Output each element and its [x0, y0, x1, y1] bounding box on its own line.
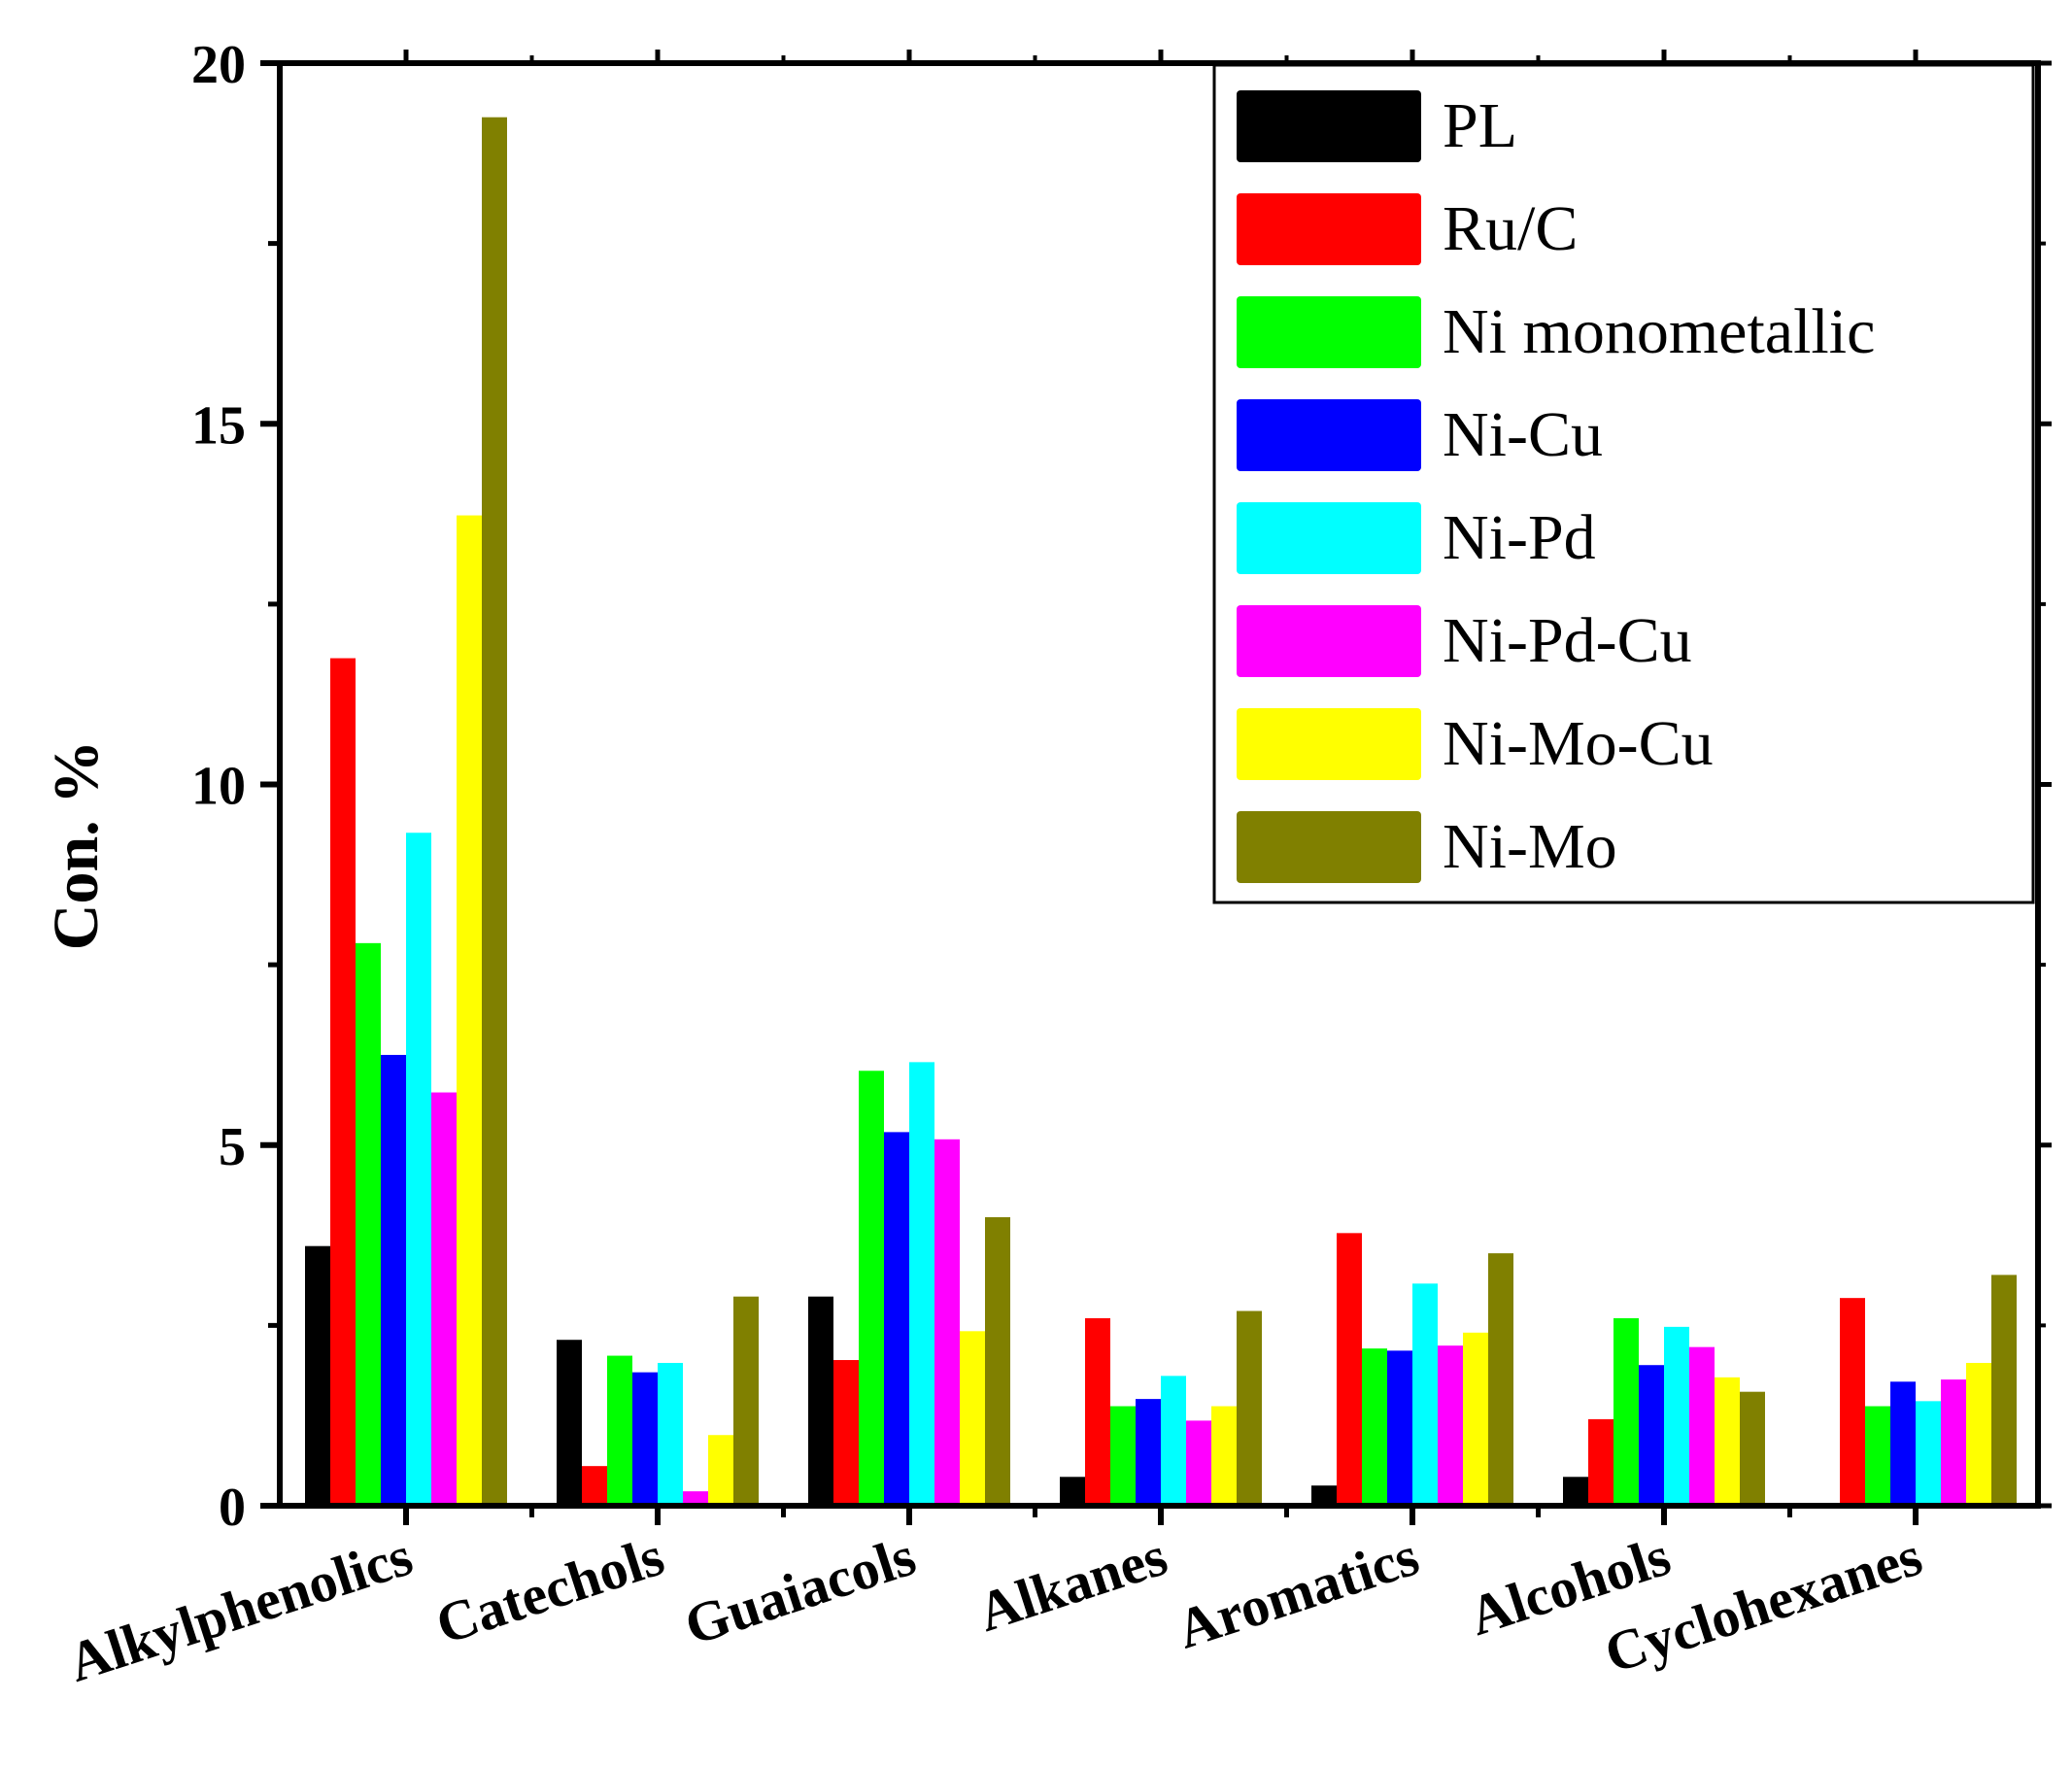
- x-tick-label-aromatics: Aromatics: [1170, 1524, 1426, 1661]
- bar-ni-pd-cyclohexanes: [1916, 1401, 1941, 1506]
- bar-ni-cu-alkanes: [1136, 1399, 1161, 1506]
- legend-label-ni-pd-cu: Ni-Pd-Cu: [1443, 605, 1692, 676]
- bar-ru-c-guaiacols: [833, 1360, 859, 1506]
- bar-ru-c-alkylphenolics: [330, 658, 356, 1506]
- y-tick-label: 20: [191, 35, 246, 95]
- y-axis-ticks: 0 5 10 15 20: [191, 35, 2052, 1538]
- bar-ni-mo-cu-alcohols: [1715, 1377, 1740, 1506]
- bar-pl-alcohols: [1563, 1477, 1588, 1506]
- legend-label-ni-monometallic: Ni monometallic: [1443, 296, 1875, 367]
- bar-ni-mo-catechols: [733, 1296, 759, 1506]
- bar-ni-mo-cu-catechols: [708, 1435, 733, 1506]
- legend-swatch-pl: [1237, 90, 1421, 162]
- bar-ni-mo-guaiacols: [985, 1217, 1010, 1506]
- bar-ni-mo-alcohols: [1740, 1391, 1765, 1506]
- bar-pl-alkanes: [1060, 1477, 1085, 1506]
- bar-ni-pd-alcohols: [1664, 1326, 1689, 1506]
- bar-ni-cu-aromatics: [1387, 1350, 1412, 1506]
- x-tick-label-alkanes: Alkanes: [970, 1524, 1174, 1645]
- bar-ru-c-alkanes: [1085, 1317, 1110, 1506]
- bar-ni-mo-alkanes: [1237, 1310, 1262, 1506]
- legend-swatch-ru-c: [1237, 193, 1421, 265]
- bar-ni-pd-cu-guaiacols: [934, 1139, 960, 1506]
- bar-pl-guaiacols: [808, 1296, 833, 1506]
- legend-items: PL Ru/C Ni monometallic Ni-Cu Ni-Pd Ni-Pd-Cu N…: [1237, 90, 1875, 883]
- y-tick-label: 15: [191, 395, 246, 456]
- legend-swatch-ni-cu: [1237, 399, 1421, 471]
- bar-ru-c-alcohols: [1588, 1418, 1613, 1506]
- bar-ni-cu-catechols: [632, 1372, 658, 1506]
- legend-swatch-ni-mo-cu: [1237, 708, 1421, 780]
- bar-ni-mo-cyclohexanes: [1991, 1275, 2017, 1506]
- legend-label-ru-c: Ru/C: [1443, 193, 1578, 264]
- legend-swatch-ni-mo: [1237, 811, 1421, 883]
- bar-ni-mo-alkylphenolics: [482, 117, 507, 1506]
- x-tick-label-guaiacols: Guaiacols: [677, 1524, 923, 1658]
- bar-ru-c-catechols: [582, 1466, 607, 1506]
- bar-pl-alkylphenolics: [305, 1245, 330, 1506]
- bar-ni-pd-cu-aromatics: [1438, 1345, 1463, 1506]
- bar-ni-pd-cu-alkanes: [1186, 1420, 1211, 1506]
- bar-ni-mo-cu-cyclohexanes: [1966, 1362, 1991, 1506]
- bar-ni-cu-alkylphenolics: [381, 1054, 406, 1506]
- y-tick-label: 10: [191, 757, 246, 817]
- y-axis-title: Con. %: [41, 740, 112, 950]
- bar-pl-aromatics: [1311, 1485, 1337, 1506]
- bar-ni-mo-cu-guaiacols: [960, 1331, 985, 1506]
- y-tick-label: 0: [219, 1478, 246, 1538]
- bar-ni-monometallic-catechols: [607, 1355, 632, 1506]
- bar-ni-pd-cu-alkylphenolics: [431, 1092, 457, 1506]
- bar-ni-monometallic-alcohols: [1613, 1317, 1639, 1506]
- bar-ni-mo-aromatics: [1488, 1253, 1513, 1506]
- bars-group: [305, 117, 2017, 1506]
- bar-ni-pd-aromatics: [1412, 1283, 1438, 1506]
- legend-label-pl: PL: [1443, 90, 1517, 161]
- bar-ni-pd-alkanes: [1161, 1376, 1186, 1506]
- bar-pl-catechols: [557, 1340, 582, 1506]
- legend-label-ni-pd: Ni-Pd: [1443, 502, 1596, 573]
- bar-ru-c-cyclohexanes: [1840, 1298, 1865, 1506]
- legend-swatch-ni-pd-cu: [1237, 605, 1421, 677]
- bar-ni-monometallic-alkanes: [1110, 1406, 1136, 1506]
- legend-label-ni-mo-cu: Ni-Mo-Cu: [1443, 708, 1714, 779]
- bar-ni-monometallic-aromatics: [1362, 1348, 1387, 1506]
- bar-ni-cu-cyclohexanes: [1890, 1381, 1916, 1506]
- bar-ni-pd-catechols: [658, 1362, 683, 1506]
- y-tick-label: 5: [219, 1117, 246, 1177]
- legend-swatch-ni-pd: [1237, 502, 1421, 574]
- bar-ni-pd-alkylphenolics: [406, 833, 431, 1506]
- bar-ni-pd-cu-catechols: [683, 1491, 708, 1506]
- bar-ni-pd-cu-cyclohexanes: [1941, 1379, 1966, 1506]
- bar-ni-pd-guaiacols: [909, 1062, 934, 1506]
- bar-ni-mo-cu-alkanes: [1211, 1406, 1237, 1506]
- bar-ni-monometallic-cyclohexanes: [1865, 1406, 1890, 1506]
- x-tick-label-catechols: Catechols: [428, 1524, 671, 1656]
- bar-ni-monometallic-guaiacols: [859, 1071, 884, 1506]
- x-tick-label-alkylphenolics: Alkylphenolics: [60, 1524, 420, 1694]
- bar-ni-mo-cu-aromatics: [1463, 1332, 1488, 1506]
- bar-ni-monometallic-alkylphenolics: [356, 942, 381, 1506]
- legend-label-ni-mo: Ni-Mo: [1443, 811, 1617, 882]
- bar-ni-pd-cu-alcohols: [1689, 1346, 1715, 1506]
- bar-ni-cu-guaiacols: [884, 1132, 909, 1506]
- legend: PL Ru/C Ni monometallic Ni-Cu Ni-Pd Ni-Pd-Cu N…: [1212, 63, 2035, 904]
- legend-label-ni-cu: Ni-Cu: [1443, 399, 1603, 470]
- bar-ni-cu-alcohols: [1639, 1365, 1664, 1506]
- bar-ni-mo-cu-alkylphenolics: [457, 515, 482, 1506]
- legend-swatch-ni-monometallic: [1237, 296, 1421, 368]
- bar-ru-c-aromatics: [1337, 1233, 1362, 1506]
